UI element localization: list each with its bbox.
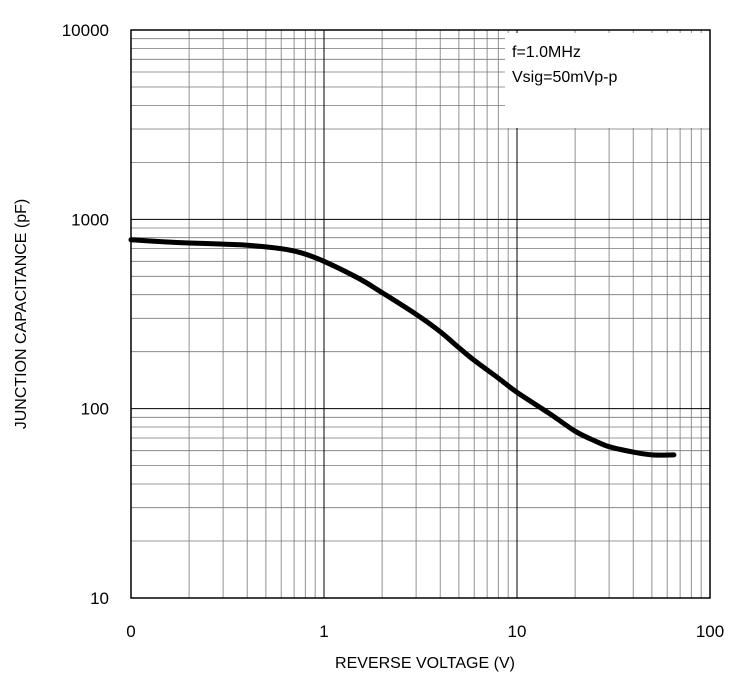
capacitance-curve <box>128 237 677 458</box>
y-tick-labels: 10 100 1000 10000 <box>62 21 109 608</box>
y-tick-label: 100 <box>81 400 109 419</box>
x-tick-labels: 0 1 10 100 <box>126 622 724 641</box>
legend-frequency: f=1.0MHz <box>512 44 581 61</box>
legend-signal: Vsig=50mVp-p <box>512 69 617 86</box>
x-tick-label: 0 <box>126 622 135 641</box>
x-axis-title: REVERSE VOLTAGE (V) <box>335 655 515 672</box>
plot-frame <box>130 29 711 599</box>
x-tick-label: 1 <box>319 622 328 641</box>
y-tick-label: 10 <box>90 589 109 608</box>
y-tick-label: 10000 <box>62 21 109 40</box>
x-tick-label: 10 <box>508 622 527 641</box>
y-axis-title: JUNCTION CAPACITANCE (pF) <box>13 199 30 430</box>
legend-background <box>505 33 717 128</box>
x-tick-label: 100 <box>696 622 724 641</box>
y-tick-label: 1000 <box>71 210 109 229</box>
